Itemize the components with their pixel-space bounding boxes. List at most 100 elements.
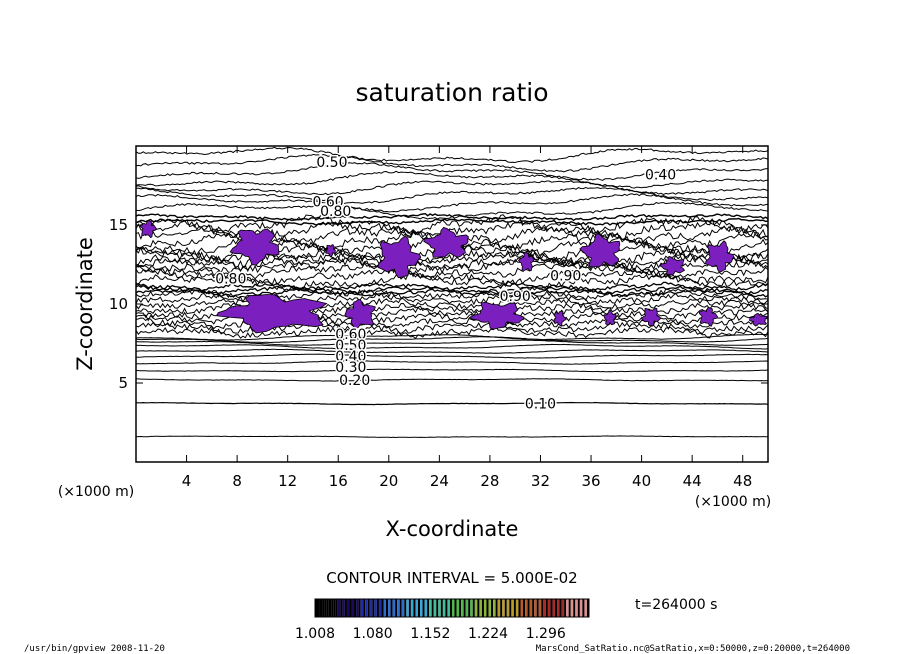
supersaturated-region: [641, 307, 662, 327]
x-tick-label: 40: [632, 472, 651, 490]
colorbar-stripe: [369, 599, 373, 617]
contour-line: [136, 368, 768, 373]
contour-line: [136, 170, 768, 189]
colorbar-stripe-gap: [408, 599, 411, 617]
contour-line: [136, 336, 768, 344]
colorbar-stripe-gap: [495, 599, 498, 617]
contour-line: [136, 333, 768, 341]
colorbar-stripe: [575, 599, 578, 617]
colorbar-stripe: [319, 599, 323, 617]
supersaturated-region: [325, 244, 336, 258]
colorbar-stripe-gap: [477, 599, 480, 617]
contour-label: 0.50: [335, 338, 366, 354]
colorbar-stripe: [497, 599, 501, 617]
colorbar-stripe: [374, 599, 377, 617]
supersaturated-region: [229, 228, 280, 266]
colorbar-stripe-gap: [354, 599, 357, 617]
colorbar-stripe-gap: [545, 599, 548, 617]
colorbar-stripe-gap: [577, 599, 580, 617]
colorbar-stripe-gap: [532, 599, 535, 617]
supersaturated-region: [377, 235, 422, 279]
colorbar-stripe: [397, 599, 400, 617]
colorbar-stripe-gap: [322, 599, 325, 617]
colorbar-tick-labels: 1.008 1.080 1.152 1.224 1.296: [295, 626, 566, 642]
colorbar-stripe: [429, 599, 432, 617]
contour-line: [136, 297, 768, 311]
colorbar-tick-label: 1.152: [410, 626, 450, 642]
colorbar-stripe: [333, 599, 336, 617]
colorbar-stripe-gap: [523, 599, 526, 617]
colorbar-stripe-gap: [381, 599, 384, 617]
colorbar-stripe-gap: [417, 599, 421, 617]
x-unit-right: (×1000 m): [695, 494, 771, 510]
colorbar-stripe-gap: [559, 599, 562, 617]
colorbar-frame: [314, 598, 590, 618]
colorbar-stripe-gap: [386, 599, 389, 617]
x-axis-label: X-coordinate: [386, 517, 519, 541]
colorbar-stripe-gap: [463, 599, 466, 617]
contour-label: 0.40: [645, 167, 676, 183]
contour-label: 0.80: [320, 204, 351, 220]
colorbar-stripe-gap: [481, 599, 484, 617]
x-tick-label: 48: [733, 472, 752, 490]
contour-label: 0.60: [313, 194, 344, 210]
colorbar-stripe-gap: [541, 599, 544, 617]
colorbar-stripe-gap: [568, 599, 571, 617]
x-tick-label: 36: [581, 472, 600, 490]
colorbar-stripe-gap: [472, 599, 475, 617]
colorbar-stripe-gap: [413, 599, 416, 617]
colorbar-stripe-gap: [550, 599, 553, 617]
colorbar-stripe: [515, 599, 519, 617]
contour-line: [136, 162, 768, 181]
contour-line: [136, 214, 768, 236]
colorbar-stripe: [315, 599, 318, 617]
colorbar-stripe: [488, 599, 492, 617]
x-axis-ticks: 4 8 12 16 20 24 28 32 36 40 44 48: [182, 146, 752, 490]
contour-label: 0.40: [335, 349, 366, 365]
contour-line: [136, 186, 768, 204]
colorbar-stripe: [465, 599, 469, 617]
colorbar-stripe-gap: [422, 599, 425, 617]
chart-title: saturation ratio: [355, 78, 548, 107]
colorbar-tick-label: 1.080: [353, 626, 393, 642]
colorbar-stripe-gap: [317, 599, 320, 617]
colorbar-stripe: [479, 599, 482, 617]
x-unit-left: (×1000 m): [58, 484, 134, 500]
contour-line: [136, 153, 768, 173]
colorbar-stripe: [543, 599, 546, 617]
colorbar-stripe: [356, 599, 359, 617]
colorbar-stripe: [420, 599, 423, 617]
colorbar-stripe: [557, 599, 560, 617]
supersaturated-region: [139, 220, 158, 238]
colorbar-stripe-gap: [468, 599, 471, 617]
colorbar-stripe-gap: [454, 599, 457, 617]
contour-line: [136, 281, 768, 292]
contour-label: 0.30: [335, 360, 366, 376]
colorbar-stripe-gap: [367, 599, 370, 617]
supersaturated-region: [553, 310, 567, 327]
colorbar-stripe-gap: [491, 599, 494, 617]
x-tick-label: 28: [480, 472, 499, 490]
colorbar-stripe-gap: [436, 599, 439, 617]
colorbar-stripe-gap: [431, 599, 434, 617]
colorbar-stripe: [529, 599, 533, 617]
colorbar-stripe: [461, 599, 464, 617]
x-tick-label: 4: [182, 472, 192, 490]
colorbar-stripe-gap: [326, 599, 329, 617]
colorbar-stripe: [447, 599, 450, 617]
colorbar-stripe: [511, 599, 514, 617]
footer-right: MarsCond_SatRatio.nc@SatRatio,x=0:50000,…: [536, 644, 850, 654]
contour-labels: 0.500.400.600.800.80 0.900.900.600.500.40…: [214, 153, 678, 414]
contour-line: [136, 353, 768, 359]
y-tick-label: 15: [109, 216, 128, 234]
colorbar-stripe-gap: [459, 599, 462, 617]
colorbar-stripe-gap: [390, 599, 393, 617]
contour-line: [136, 378, 768, 382]
colorbar-stripe-gap: [486, 599, 489, 617]
colorbar-stripe-gap: [564, 599, 567, 617]
supersaturated-regions: [139, 220, 768, 334]
x-tick-label: 24: [430, 472, 449, 490]
colorbar-stripe: [346, 599, 350, 617]
colorbar-stripe: [547, 599, 551, 617]
colorbar-stripe: [493, 599, 496, 617]
